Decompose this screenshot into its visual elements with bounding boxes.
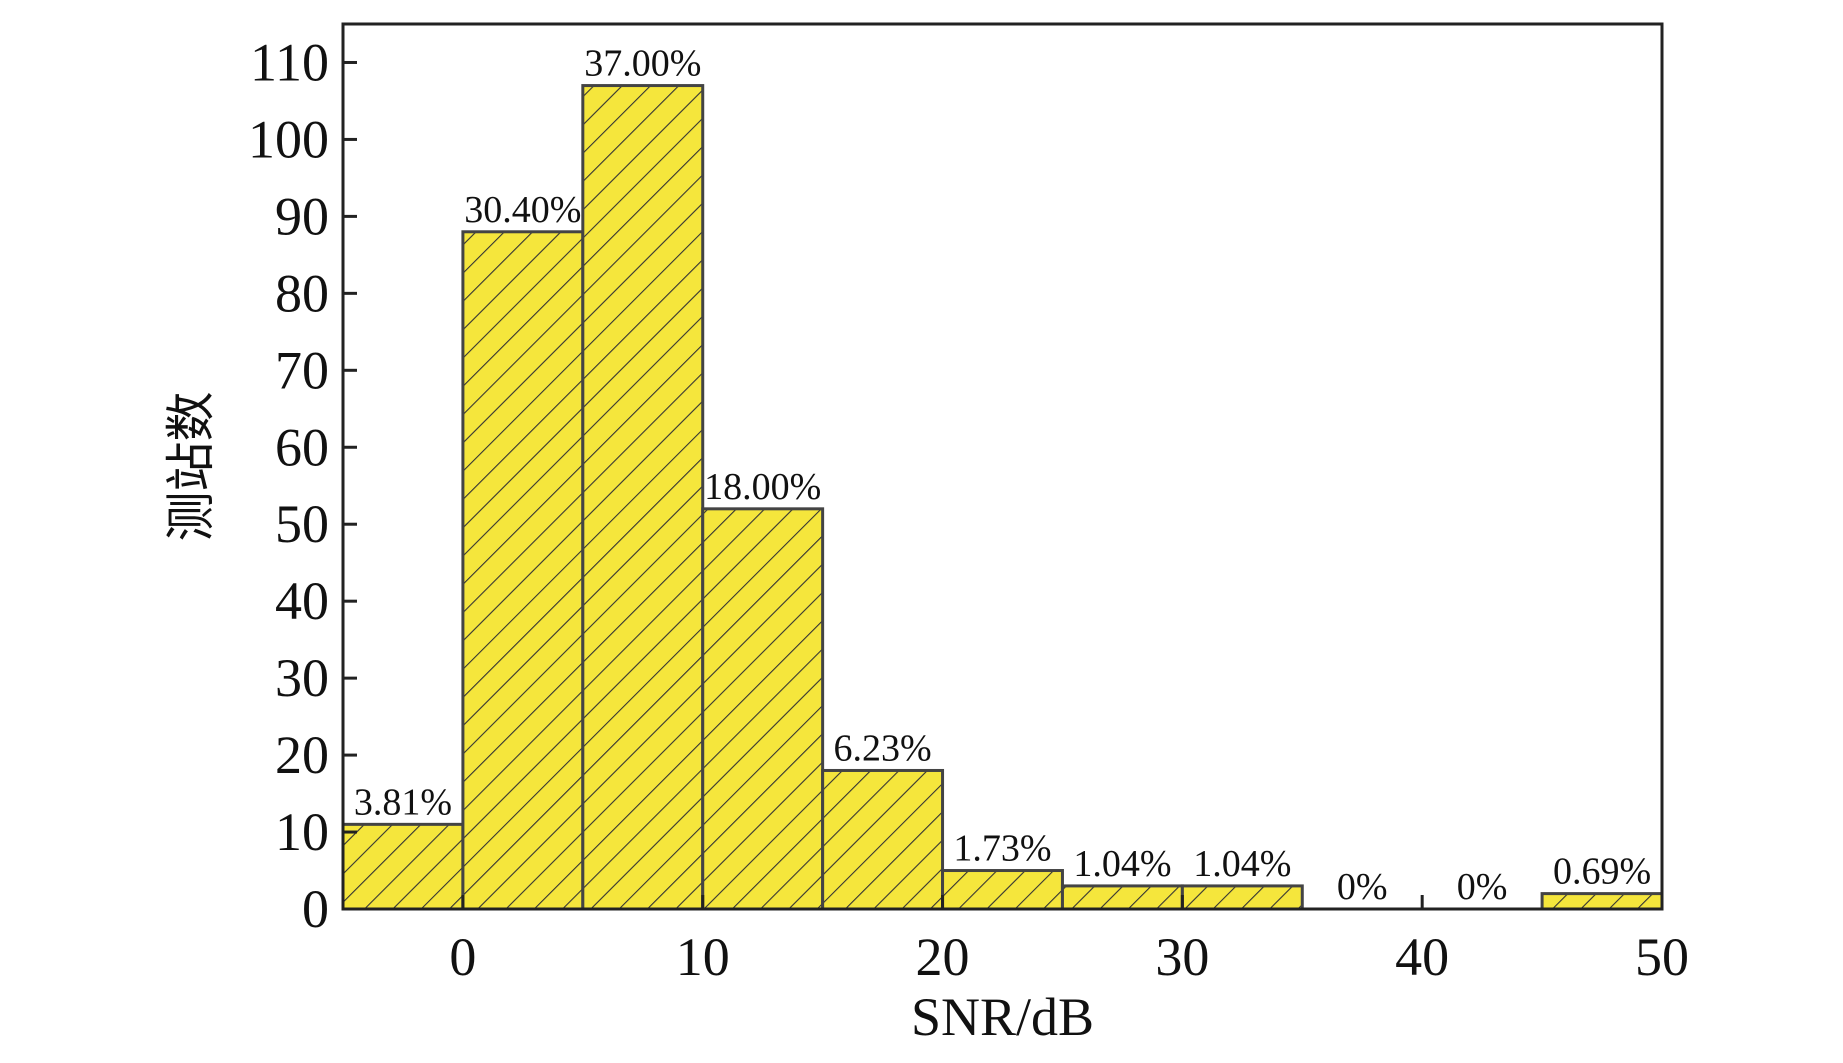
bar-1 [461, 230, 585, 911]
y-axis-title: 测站数 [162, 392, 220, 542]
x-tick-label-5: 50 [1635, 927, 1689, 987]
x-axis-title: SNR/dB [911, 987, 1094, 1047]
bar-3 [701, 507, 825, 911]
data-label-5: 1.73% [953, 828, 1051, 870]
x-tick-label-0: 0 [449, 927, 476, 987]
data-label-9: 0% [1457, 866, 1508, 908]
x-tick-label-1: 10 [676, 927, 730, 987]
bar-0 [341, 822, 465, 911]
y-tick-label-8: 80 [275, 263, 329, 323]
bar-7 [1180, 884, 1304, 911]
y-tick-label-4: 40 [275, 571, 329, 631]
y-tick-label-10: 100 [248, 109, 329, 169]
bar-6 [1060, 884, 1184, 911]
y-tick-label-11: 110 [250, 32, 329, 92]
bar-10 [1540, 892, 1664, 911]
y-tick-label-1: 10 [275, 802, 329, 862]
y-tick-label-5: 50 [275, 494, 329, 554]
y-tick-label-9: 90 [275, 186, 329, 246]
y-axis: 0 10 20 30 40 50 60 70 80 90 100 110 [248, 32, 357, 939]
x-tick-label-4: 40 [1395, 927, 1449, 987]
data-label-3: 18.00% [704, 466, 821, 508]
data-label-4: 6.23% [834, 727, 932, 769]
data-labels-layer: 3.81% 30.40% 37.00% 18.00% 6.23% 1.73% 1.04% 1.… [354, 43, 1651, 908]
x-axis: 0 10 20 30 40 50 [449, 895, 1689, 987]
y-tick-label-6: 60 [275, 417, 329, 477]
y-tick-label-3: 30 [275, 648, 329, 708]
bar-5 [941, 869, 1064, 911]
x-tick-label-2: 20 [916, 927, 970, 987]
data-label-1: 30.40% [464, 189, 581, 231]
data-label-0: 3.81% [354, 781, 452, 823]
y-tick-label-0: 0 [302, 879, 329, 939]
bar-2 [581, 84, 705, 911]
data-label-2: 37.00% [584, 43, 701, 85]
data-label-7: 1.04% [1193, 843, 1291, 885]
y-tick-label-7: 70 [275, 340, 329, 400]
data-label-10: 0.69% [1553, 851, 1651, 893]
plot-frame [341, 22, 1664, 911]
y-tick-label-2: 20 [275, 725, 329, 785]
data-label-6: 1.04% [1073, 843, 1171, 885]
bar-4 [821, 768, 945, 911]
bars-layer [341, 84, 1664, 911]
x-tick-label-3: 30 [1155, 927, 1209, 987]
data-label-8: 0% [1337, 866, 1388, 908]
